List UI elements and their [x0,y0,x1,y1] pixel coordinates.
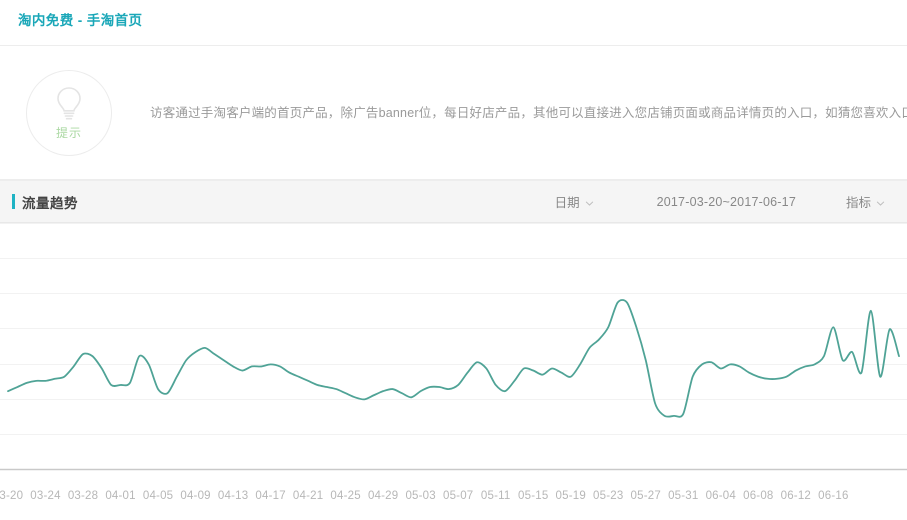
x-axis-tick-label: 04-09 [180,490,211,502]
x-axis-tick-label: 05-03 [405,490,436,502]
chevron-down-icon [876,197,885,206]
x-axis-tick-label: 06-04 [705,490,737,502]
chart-gridlines [0,223,907,435]
x-axis-tick-label: 04-21 [292,490,324,502]
x-axis-tick-label: 05-27 [630,490,661,502]
x-axis-tick-label: 03-24 [30,490,61,502]
chart-header: 流量趋势 日期 2017-03-20~2017-06-17 指标 [0,180,907,223]
x-axis-tick-label: 03-20 [0,490,24,502]
x-axis-tick-label: 06-16 [818,490,849,502]
date-range-value[interactable]: 2017-03-20~2017-06-17 [656,194,796,209]
chart-series-line [7,299,900,418]
tip-badge: 提示 [26,69,112,156]
x-axis-tick-label: 05-23 [593,490,624,502]
x-axis-tick-label: 05-15 [518,490,549,502]
x-axis-tick-label: 04-25 [330,490,361,502]
chart-title: 流量趋势 [22,195,78,211]
x-axis-tick-label: 03-28 [67,490,99,502]
tip-text: 访客通过手淘客户端的首页产品，除广告banner位，每日好店产品，其他可以直接进… [150,105,907,120]
metric-dropdown[interactable]: 指标 [846,192,885,211]
page-title-bar: 淘内免费 - 手淘首页 [0,0,907,46]
x-axis-tick-label: 06-12 [780,490,812,502]
title-accent-bar [12,194,15,209]
lightbulb-icon [54,85,84,124]
page-title: 淘内免费 - 手淘首页 [18,13,143,28]
x-axis-tick-label: 05-11 [480,490,511,502]
x-axis-tick-label: 05-31 [668,490,699,502]
chart-x-axis-labels: 03-20 03-24 03-28 04-01 04-05 04-09 04-13 04-17… [0,487,907,511]
x-axis-tick-label: 05-07 [442,490,474,502]
x-axis-tick-label: 06-08 [743,490,774,502]
traffic-trend-plot [0,223,907,487]
x-axis-tick-label: 04-05 [142,490,174,502]
date-dropdown-label: 日期 [554,196,580,210]
tip-panel: 提示 访客通过手淘客户端的首页产品，除广告banner位，每日好店产品，其他可以… [0,46,907,180]
x-axis-tick-label: 04-17 [255,490,286,502]
x-axis-tick-label: 04-29 [367,490,399,502]
x-axis-tick-label: 04-13 [217,490,249,502]
metric-dropdown-label: 指标 [845,196,871,210]
x-axis-tick-label: 05-19 [555,490,586,502]
date-dropdown[interactable]: 日期 [555,192,594,211]
traffic-trend-card: 流量趋势 日期 2017-03-20~2017-06-17 指标 [0,180,907,511]
chevron-down-icon [585,197,594,206]
line-chart-svg [0,223,907,471]
x-axis-tick-label: 04-01 [105,490,136,502]
tip-badge-label: 提示 [55,126,82,140]
chart-title-group: 流量趋势 [12,192,78,212]
